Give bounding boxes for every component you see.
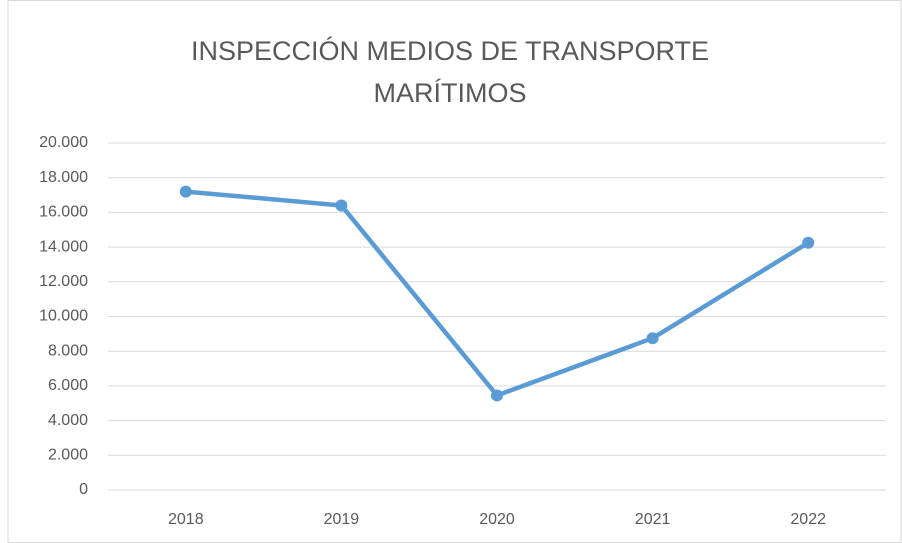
y-tick-label: 0 <box>79 481 88 498</box>
y-tick-label: 18.000 <box>39 169 88 186</box>
y-tick-label: 8.000 <box>48 342 88 359</box>
data-point <box>491 389 503 402</box>
y-tick-label: 6.000 <box>48 377 88 394</box>
y-tick-label: 20.000 <box>39 134 88 151</box>
x-tick-label: 2022 <box>790 511 826 528</box>
data-point <box>802 236 815 249</box>
data-point <box>179 185 192 198</box>
chart-title: INSPECCIÓN MEDIOS DE TRANSPORTE MARÍTIMO… <box>190 36 710 108</box>
data-line <box>185 189 810 398</box>
y-tick-label: 2.000 <box>48 447 88 464</box>
y-tick-label: 12.000 <box>39 273 88 290</box>
y-tick-label: 4.000 <box>48 412 88 429</box>
x-tick-label: 2021 <box>635 511 671 528</box>
y-tick-label: 14.000 <box>39 238 88 255</box>
y-tick-label: 10.000 <box>39 308 88 325</box>
data-point <box>646 332 659 345</box>
x-tick-label: 2019 <box>324 511 360 528</box>
x-tick-label: 2018 <box>168 511 204 528</box>
data-point <box>335 199 348 212</box>
y-tick-label: 16.000 <box>39 204 88 221</box>
x-tick-label: 2020 <box>479 511 515 528</box>
